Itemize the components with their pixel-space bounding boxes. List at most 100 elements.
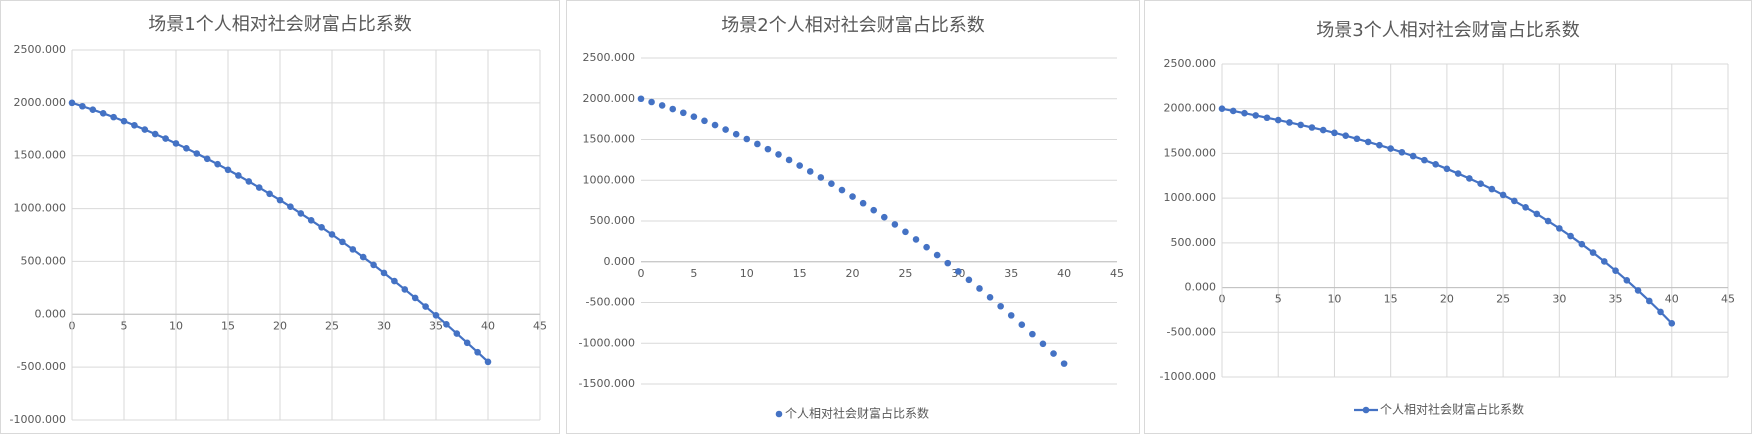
x-tick-label: 45 — [533, 319, 547, 332]
x-tick-label: 15 — [793, 267, 807, 280]
y-tick-label: -1000.000 — [579, 336, 635, 349]
x-tick-label: 5 — [121, 319, 128, 332]
point — [1466, 175, 1473, 182]
point — [484, 358, 492, 366]
point — [1645, 297, 1653, 305]
y-tick-label: -1000.000 — [10, 413, 66, 426]
point — [120, 117, 128, 125]
point — [339, 238, 346, 246]
point — [1601, 258, 1608, 265]
point — [276, 196, 284, 204]
x-tick-label: 10 — [1327, 293, 1341, 306]
point — [89, 106, 97, 114]
point — [1387, 145, 1394, 152]
point — [1612, 267, 1619, 274]
chart: 场景2个人相对社会财富占比系数 -1500.000 -1000.000 -500.00… — [566, 0, 1140, 434]
point — [785, 156, 793, 164]
point — [1241, 109, 1248, 117]
y-tick-label: 1500.000 — [14, 149, 67, 162]
point — [68, 99, 76, 107]
x-tick-label: 35 — [429, 319, 443, 332]
legend-label: 个人相对社会财富占比系数 — [1380, 402, 1524, 417]
point — [1353, 135, 1361, 143]
point — [976, 285, 983, 292]
point — [923, 243, 930, 251]
point — [764, 145, 772, 153]
y-tick-label: 2500.000 — [583, 51, 636, 64]
point — [1297, 121, 1305, 129]
point — [997, 302, 1004, 310]
point — [401, 286, 409, 293]
point — [955, 268, 962, 275]
point — [193, 150, 201, 157]
point — [1331, 129, 1338, 137]
x-tick-label: 0 — [638, 267, 645, 280]
x-tick-label: 25 — [1496, 293, 1510, 306]
point — [1252, 112, 1260, 119]
point — [1342, 132, 1349, 140]
point — [1657, 308, 1664, 316]
x-tick-label: 20 — [273, 319, 287, 332]
point — [411, 294, 419, 302]
point — [1060, 360, 1068, 367]
point — [214, 160, 221, 168]
y-tick-label: 2500.000 — [1164, 57, 1217, 70]
y-tick-label: 1000.000 — [1164, 191, 1217, 204]
y-tick-label: 1000.000 — [583, 173, 636, 186]
point — [1029, 330, 1036, 338]
x-tick-label: 15 — [1384, 293, 1398, 306]
point — [1218, 105, 1226, 113]
point — [1589, 249, 1597, 256]
point — [1364, 138, 1372, 146]
point — [1308, 124, 1316, 131]
chart-title: 场景1个人相对社会财富占比系数 — [148, 14, 411, 35]
point — [1488, 185, 1496, 193]
y-tick-label: 1500.000 — [583, 133, 636, 146]
point — [318, 223, 325, 231]
chart-title: 场景2个人相对社会财富占比系数 — [721, 15, 984, 36]
y-tick-label: 1500.000 — [1164, 146, 1217, 159]
point — [297, 210, 305, 217]
legend-marker — [775, 410, 783, 418]
y-tick-label: 500.000 — [590, 214, 636, 227]
x-tick-label: 25 — [898, 267, 912, 280]
point — [1556, 225, 1563, 232]
point — [1578, 240, 1586, 248]
point — [1263, 114, 1271, 122]
point — [235, 172, 242, 179]
x-tick-label: 45 — [1110, 267, 1124, 280]
point — [690, 113, 698, 120]
point — [1432, 161, 1439, 168]
point — [1039, 340, 1047, 348]
y-tick-label: 2000.000 — [1164, 102, 1217, 115]
point — [463, 339, 471, 347]
point — [1007, 312, 1015, 319]
x-tick-label: 5 — [690, 267, 697, 280]
x-tick-label: 10 — [740, 267, 754, 280]
y-tick-label: 1000.000 — [14, 202, 67, 215]
point — [172, 140, 180, 147]
x-tick-label: 40 — [481, 319, 495, 332]
point — [1376, 141, 1383, 149]
x-tick-label: 40 — [1665, 293, 1679, 306]
point — [99, 110, 107, 117]
point — [1623, 277, 1631, 284]
y-tick-label: -500.000 — [586, 296, 635, 309]
x-tick-label: 5 — [1275, 293, 1282, 306]
point — [183, 145, 190, 152]
point — [828, 180, 835, 187]
point — [391, 277, 398, 285]
point — [1443, 165, 1451, 173]
point — [1567, 232, 1574, 240]
point — [870, 206, 878, 214]
x-tick-label: 35 — [1609, 293, 1623, 306]
point — [255, 184, 263, 191]
chart: 场景1个人相对社会财富占比系数 -1000.000 -500.000 0.000 500… — [0, 0, 560, 434]
point — [648, 98, 655, 106]
x-tick-label: 45 — [1721, 293, 1735, 306]
point — [838, 186, 846, 194]
point — [1409, 152, 1417, 160]
point — [933, 251, 941, 259]
x-tick-label: 40 — [1057, 267, 1071, 280]
point — [796, 162, 803, 169]
